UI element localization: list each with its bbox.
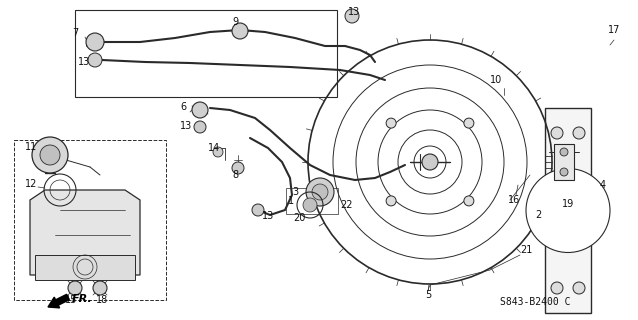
Circle shape [68,281,82,295]
Text: S843-B2400 C: S843-B2400 C [500,297,570,307]
Text: 12: 12 [25,179,38,189]
Text: 17: 17 [608,25,620,35]
Text: FR.: FR. [72,294,93,304]
Text: 21: 21 [520,245,532,255]
Bar [75,10,337,97]
FancyArrow shape [48,294,70,308]
Circle shape [386,118,396,128]
Text: 8: 8 [232,170,238,180]
Circle shape [192,102,208,118]
Text: 13: 13 [78,57,90,67]
Circle shape [86,33,104,51]
Polygon shape [30,190,140,275]
Circle shape [213,147,223,157]
Text: 6: 6 [180,102,186,112]
Text: 22: 22 [340,200,353,210]
Bar [554,144,574,180]
Circle shape [551,282,563,294]
Text: 16: 16 [508,195,520,205]
Circle shape [252,204,264,216]
Text: 7: 7 [72,28,78,38]
Text: 15: 15 [65,295,77,305]
Circle shape [93,281,107,295]
Circle shape [306,178,334,206]
Circle shape [560,168,568,176]
Bar [35,255,135,280]
Circle shape [312,184,328,200]
Text: 9: 9 [232,17,238,27]
Circle shape [573,127,585,139]
Circle shape [551,127,563,139]
Circle shape [232,23,248,39]
Text: 2: 2 [535,210,541,220]
Circle shape [88,53,102,67]
Text: 5: 5 [425,290,431,300]
Circle shape [32,137,68,173]
Circle shape [464,118,474,128]
Text: 1: 1 [288,196,294,206]
Circle shape [40,145,60,165]
Circle shape [422,154,438,170]
Text: 14: 14 [208,143,220,153]
Circle shape [573,282,585,294]
Text: 20: 20 [293,213,306,223]
Text: 13: 13 [348,7,360,17]
Text: 10: 10 [490,75,502,85]
Text: 19: 19 [562,199,574,209]
Circle shape [194,121,206,133]
Text: 3: 3 [292,187,298,197]
Circle shape [232,162,244,174]
Text: 13: 13 [262,211,274,221]
Circle shape [560,148,568,156]
Text: 13: 13 [180,121,192,131]
Bar [286,188,338,214]
Text: 4: 4 [600,180,606,190]
Text: 18: 18 [96,295,108,305]
Circle shape [386,196,396,206]
Bar [545,108,591,313]
Text: 11: 11 [25,142,37,152]
Circle shape [464,196,474,206]
Circle shape [526,169,610,252]
Bar [14,140,166,300]
Circle shape [303,198,317,212]
Circle shape [345,9,359,23]
